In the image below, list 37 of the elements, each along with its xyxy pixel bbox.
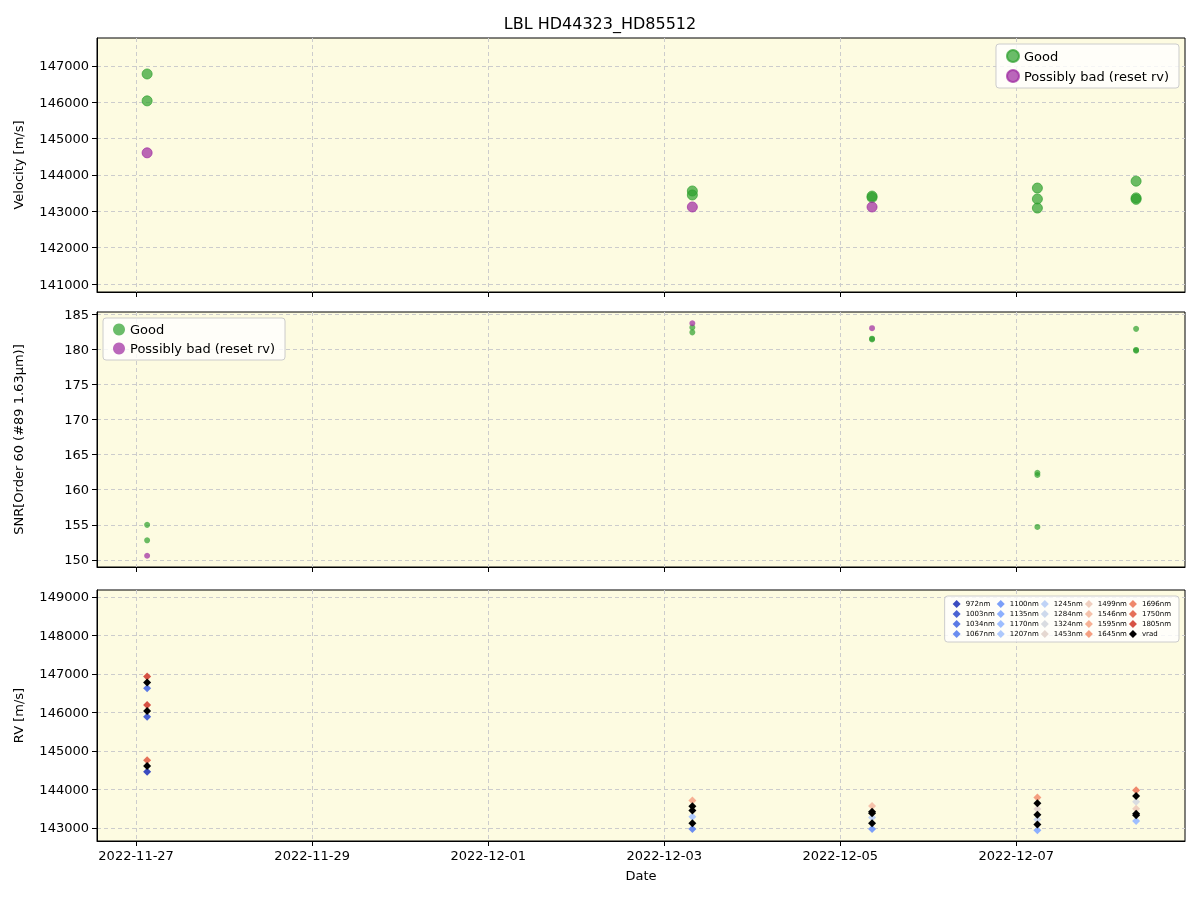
y-tick-label: 149000: [39, 589, 89, 605]
y-tick-label: 165: [64, 447, 89, 463]
legend-label: Good: [1023, 48, 1059, 64]
x-tick-label: 2022-11-29: [274, 848, 350, 863]
y-tick-label: 150: [64, 552, 89, 568]
x-tick-label: 2022-12-03: [626, 848, 703, 863]
y-tick-label: 145000: [39, 743, 89, 759]
y-axis-title: Velocity [m/s]: [11, 120, 26, 210]
y-tick-label: 160: [64, 482, 89, 498]
y-tick-label: 146000: [39, 704, 89, 720]
y-tick-label: 146000: [39, 94, 89, 110]
y-tick-label: 145000: [39, 131, 89, 147]
y-axis-title: SNR[Order 60 (#89 1.63μm)]: [11, 344, 26, 535]
y-tick-label: 185: [64, 306, 89, 322]
y-tick-label: 144000: [39, 781, 89, 797]
legend-label: Good: [130, 322, 165, 337]
y-tick-label: 180: [64, 341, 89, 357]
x-axis-title: Date: [625, 868, 657, 883]
y-tick-label: 147000: [39, 58, 89, 74]
y-tick-label: 147000: [39, 666, 89, 682]
y-tick-label: 141000: [39, 276, 89, 292]
y-tick-label: 170: [64, 411, 89, 427]
y-tick-label: 143000: [39, 203, 89, 219]
x-tick-label: 2022-11-27: [98, 848, 174, 863]
chart-title: LBL HD44323_HD85512: [503, 13, 697, 34]
y-tick-label: 142000: [39, 240, 89, 256]
y-tick-label: 143000: [39, 820, 89, 836]
y-tick-label: 175: [64, 376, 89, 392]
x-tick-label: 2022-12-07: [978, 848, 1055, 863]
y-axis-title: RV [m/s]: [11, 687, 26, 744]
y-tick-label: 155: [64, 517, 89, 533]
legend-label: Possibly bad (reset rv): [1023, 68, 1170, 84]
x-tick-label: 2022-12-05: [802, 848, 879, 863]
x-tick-label: 2022-12-01: [450, 848, 526, 863]
legend-label: Possibly bad (reset rv): [130, 341, 276, 356]
y-tick-label: 148000: [39, 627, 89, 643]
y-tick-label: 144000: [39, 167, 89, 183]
